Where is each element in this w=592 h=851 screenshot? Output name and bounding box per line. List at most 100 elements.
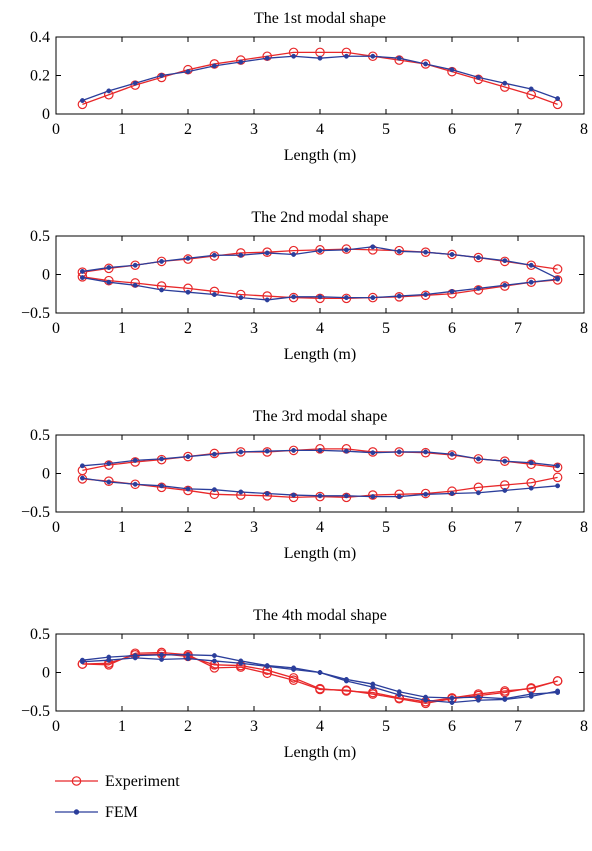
- data-point-fem: [238, 449, 244, 455]
- data-point-fem: [370, 450, 376, 456]
- chart-title: The 3rd modal shape: [253, 408, 388, 425]
- data-point-experiment: [526, 459, 536, 470]
- data-point-fem: [528, 86, 534, 92]
- data-point-fem: [370, 494, 376, 500]
- y-tick-label: 0.5: [30, 228, 50, 245]
- data-point-fem: [423, 292, 429, 297]
- data-point-experiment: [552, 472, 563, 483]
- data-point-fem: [106, 88, 112, 94]
- data-point-fem: [502, 458, 508, 464]
- data-point-experiment: [420, 59, 431, 69]
- data-point-fem: [370, 684, 376, 690]
- x-tick-label: 2: [184, 320, 192, 337]
- data-point-fem: [291, 53, 297, 59]
- data-point-fem: [449, 252, 455, 257]
- data-point-fem: [396, 293, 402, 299]
- data-point-fem: [475, 697, 481, 703]
- data-point-fem: [106, 265, 112, 271]
- data-point-fem: [132, 282, 138, 288]
- x-tick-label: 4: [316, 519, 324, 536]
- chart-panel-1: The 1st modal shape 0 1 2 3 4 5 6 7 8 0 0.2 0.4 Lengt…: [30, 10, 588, 164]
- legend-item-fem: FEM: [55, 804, 138, 821]
- data-point-fem: [211, 451, 217, 457]
- data-point-experiment: [156, 482, 167, 493]
- data-point-fem: [343, 295, 349, 301]
- data-point-fem: [211, 487, 217, 493]
- data-point-fem: [449, 288, 455, 294]
- data-point-fem: [502, 80, 508, 86]
- data-point-fem: [264, 55, 270, 61]
- data-point-fem: [396, 248, 402, 254]
- data-point-fem: [185, 69, 191, 75]
- x-axis-label: Length (m): [284, 346, 356, 363]
- legend-marker: [71, 776, 82, 786]
- data-point-fem: [343, 53, 349, 59]
- x-tick-label: 2: [184, 718, 192, 735]
- legend-item-experiment: Experiment: [55, 773, 180, 790]
- data-point-fem: [238, 252, 244, 258]
- data-point-fem: [396, 692, 402, 698]
- data-point-experiment: [499, 686, 510, 696]
- data-point-fem: [264, 297, 270, 303]
- data-point-fem: [475, 490, 481, 496]
- data-point-experiment: [341, 293, 352, 304]
- data-point-fem: [159, 656, 165, 662]
- data-point-fem: [238, 59, 244, 65]
- x-tick-label: 7: [514, 519, 522, 536]
- data-point-fem: [502, 282, 508, 288]
- x-tick-label: 8: [580, 519, 588, 536]
- x-axis-label: Length (m): [284, 147, 356, 164]
- data-point-fem: [317, 447, 323, 453]
- data-point-fem: [555, 96, 561, 102]
- data-point-experiment: [526, 260, 536, 271]
- data-point-fem: [396, 494, 402, 500]
- data-point-fem: [317, 55, 323, 61]
- data-point-fem: [502, 697, 508, 702]
- data-point-fem: [449, 491, 455, 496]
- data-point-fem: [211, 252, 217, 258]
- data-point-fem: [370, 244, 376, 250]
- data-point-fem: [264, 250, 270, 256]
- data-point-fem: [396, 55, 402, 61]
- y-tick-label: 0: [42, 267, 50, 284]
- data-point-fem: [343, 678, 349, 684]
- data-point-fem: [79, 275, 85, 281]
- data-point-fem: [555, 463, 561, 469]
- x-tick-label: 8: [580, 320, 588, 337]
- data-point-experiment: [104, 460, 114, 470]
- data-point-experiment: [130, 457, 140, 467]
- x-tick-label: 4: [316, 718, 324, 735]
- chart-title: The 1st modal shape: [254, 10, 386, 27]
- y-tick-label: 0.5: [30, 427, 50, 444]
- data-point-fem: [159, 258, 165, 264]
- data-point-fem: [291, 666, 297, 672]
- x-tick-label: 4: [316, 320, 324, 337]
- data-point-fem: [423, 491, 429, 497]
- data-point-fem: [528, 262, 534, 268]
- x-tick-label: 5: [382, 121, 390, 138]
- data-point-experiment: [341, 492, 352, 503]
- data-point-fem: [528, 279, 534, 285]
- x-tick-label: 0: [52, 718, 60, 735]
- data-point-fem: [343, 247, 349, 253]
- data-point-fem: [159, 456, 165, 462]
- data-point-fem: [185, 656, 191, 662]
- data-point-fem: [238, 295, 244, 301]
- data-point-fem: [106, 479, 112, 485]
- data-point-fem: [159, 652, 165, 658]
- x-tick-label: 3: [250, 320, 258, 337]
- data-point-experiment: [315, 683, 325, 694]
- x-tick-label: 1: [118, 519, 126, 536]
- data-point-fem: [185, 454, 191, 460]
- data-point-fem: [528, 485, 534, 491]
- data-point-experiment: [552, 462, 563, 473]
- x-tick-label: 8: [580, 718, 588, 735]
- x-tick-label: 1: [118, 121, 126, 138]
- data-point-fem: [185, 289, 191, 295]
- data-point-fem: [264, 448, 270, 454]
- x-axis-label: Length (m): [284, 545, 356, 562]
- data-point-fem: [475, 255, 481, 261]
- data-point-fem: [211, 292, 217, 297]
- x-tick-label: 7: [514, 718, 522, 735]
